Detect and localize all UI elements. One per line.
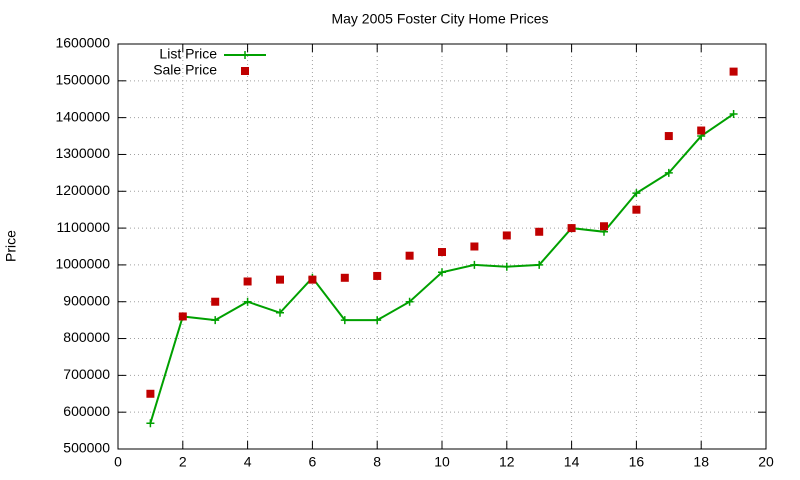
point-marker: [535, 260, 544, 269]
point-marker: [243, 297, 252, 306]
x-tick-label: 6: [309, 454, 317, 470]
x-tick-label: 18: [693, 454, 709, 470]
x-tick-label: 4: [244, 454, 252, 470]
x-tick-label: 0: [114, 454, 122, 470]
point-marker: [405, 251, 414, 260]
point-marker: [502, 231, 511, 240]
x-tick-label: 10: [434, 454, 450, 470]
point-marker: [632, 205, 641, 214]
point-marker: [308, 275, 317, 284]
legend-label: Sale Price: [153, 62, 217, 78]
point-marker: [470, 260, 479, 269]
point-marker: [729, 67, 738, 76]
x-tick-label: 2: [179, 454, 187, 470]
point-marker: [438, 248, 446, 257]
point-marker: [664, 168, 673, 177]
y-tick-label: 1200000: [55, 182, 110, 198]
y-tick-label: 900000: [63, 292, 110, 308]
x-tick-label: 20: [758, 454, 774, 470]
point-marker: [340, 273, 349, 282]
point-marker: [697, 126, 706, 135]
legend-marker: [241, 67, 249, 75]
point-marker: [276, 275, 284, 284]
point-marker: [178, 312, 187, 321]
chart-title: May 2005 Foster City Home Prices: [331, 11, 548, 27]
y-tick-label: 800000: [63, 329, 110, 345]
point-marker: [276, 308, 284, 317]
point-marker: [373, 271, 382, 280]
y-tick-label: 1400000: [55, 108, 110, 124]
point-marker: [729, 109, 738, 118]
point-marker: [664, 132, 673, 141]
x-tick-label: 8: [373, 454, 381, 470]
x-tick-label: 12: [499, 454, 515, 470]
legend-marker: [241, 51, 249, 59]
point-marker: [211, 297, 220, 306]
point-marker: [146, 389, 155, 398]
point-marker: [535, 227, 544, 236]
point-marker: [243, 277, 252, 286]
y-tick-label: 1100000: [57, 219, 111, 235]
point-marker: [146, 419, 155, 428]
point-marker: [502, 262, 511, 271]
point-marker: [438, 268, 446, 277]
y-tick-label: 1500000: [55, 72, 110, 88]
point-marker: [470, 242, 479, 251]
point-marker: [340, 316, 349, 325]
point-marker: [373, 316, 382, 325]
point-marker: [211, 316, 220, 325]
y-axis-label: Price: [3, 230, 19, 262]
point-marker: [405, 297, 414, 306]
y-tick-label: 600000: [63, 403, 110, 419]
x-tick-label: 16: [629, 454, 645, 470]
point-marker: [567, 224, 576, 233]
y-tick-label: 1000000: [55, 256, 110, 272]
plot-frame: [117, 43, 767, 450]
x-tick-label: 14: [564, 454, 580, 470]
y-tick-label: 500000: [63, 440, 110, 456]
legend-label: List Price: [159, 46, 217, 62]
point-marker: [600, 222, 608, 231]
point-marker: [632, 189, 641, 198]
y-tick-label: 1300000: [55, 145, 110, 161]
y-tick-label: 700000: [63, 366, 110, 382]
y-tick-label: 1600000: [55, 35, 110, 51]
